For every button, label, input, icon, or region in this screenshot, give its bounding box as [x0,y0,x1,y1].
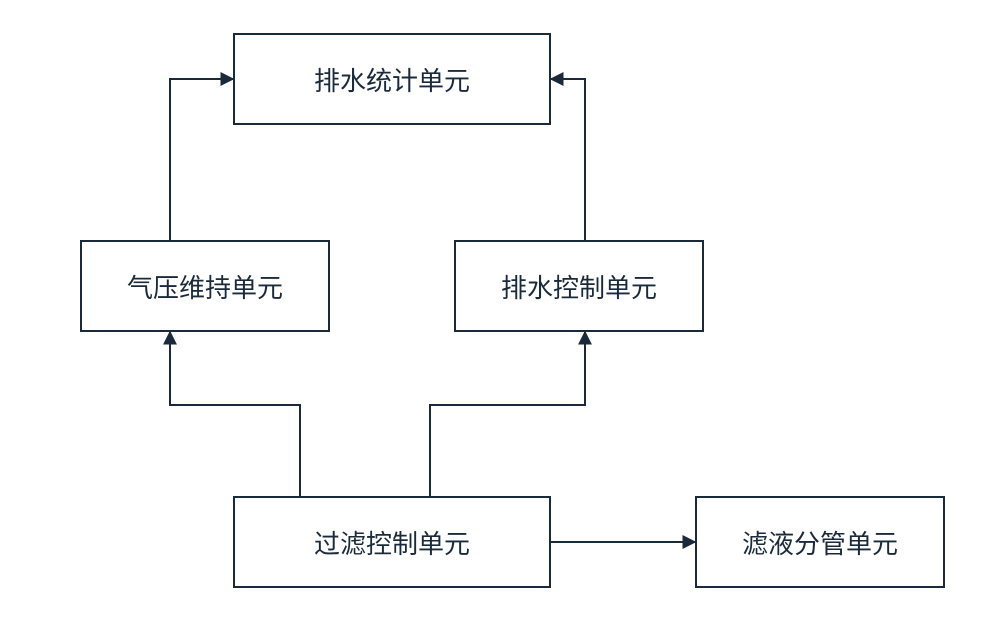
node-label-top: 排水统计单元 [314,61,470,98]
node-left: 气压维持单元 [80,240,330,332]
node-label-left: 气压维持单元 [127,268,283,305]
node-mid: 排水控制单元 [454,240,704,332]
node-right: 滤液分管单元 [695,496,945,588]
node-top: 排水统计单元 [233,33,551,125]
edge-bottom-mid [430,332,585,496]
edge-bottom-left [170,332,300,496]
node-label-bottom: 过滤控制单元 [314,524,470,561]
diagram-canvas: 排水统计单元气压维持单元 排水控制单元过滤控制单元 滤液分管单元 [0,0,1000,633]
node-label-right: 滤液分管单元 [742,524,898,561]
edge-left-top [170,79,233,240]
node-bottom: 过滤控制单元 [233,496,551,588]
node-label-mid: 排水控制单元 [501,268,657,305]
edge-mid-top [551,79,585,240]
